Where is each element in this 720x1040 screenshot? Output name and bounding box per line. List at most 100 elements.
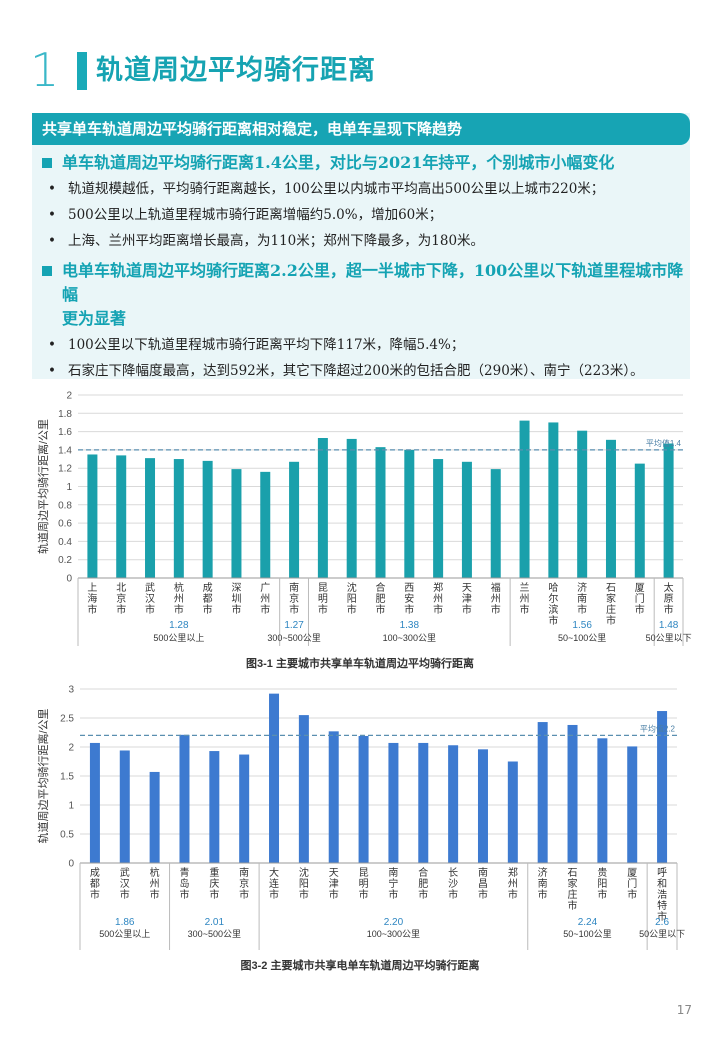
x-tick-label: 郑州市 (433, 581, 443, 616)
group-average: 1.28 (169, 620, 189, 631)
group-average: 1.56 (572, 620, 592, 631)
chart-caption: 图3-2 主要城市共享电单车轨道周边平均骑行距离 (241, 958, 480, 972)
section2-heading: 电单车轨道周边平均骑行距离2.2公里，超一半城市下降，100公里以下轨道里程城市… (32, 259, 690, 331)
group-label: 500公里以上 (153, 633, 204, 643)
group-label: 300~500公里 (267, 633, 320, 643)
bar-南京市 (239, 754, 250, 863)
bar-杭州市 (173, 459, 184, 578)
bar-哈尔滨市 (548, 422, 559, 578)
bar-武汉市 (119, 750, 130, 863)
section2-heading-text: 电单车轨道周边平均骑行距离2.2公里，超一半城市下降，100公里以下轨道里程城市… (62, 261, 684, 304)
bar-厦门市 (627, 746, 638, 863)
section-number: 1 (30, 43, 60, 97)
bar-合肥市 (418, 742, 429, 863)
x-tick-label: 石家庄市 (606, 583, 616, 627)
bar-成都市 (202, 460, 213, 578)
y-tick-label: 0.6 (58, 519, 72, 530)
bar-昆明市 (358, 735, 369, 863)
section1-heading: 单车轨道周边平均骑行距离1.4公里，对比与2021年持平，个别城市小幅变化 (32, 151, 690, 175)
x-tick-label: 哈尔滨市 (548, 581, 558, 627)
group-average: 2.20 (384, 917, 404, 928)
group-average: 1.86 (115, 917, 135, 928)
summary-banner: 共享单车轨道周边平均骑行距离相对稳定，电单车呈现下降趋势 (32, 113, 690, 145)
x-tick-label: 深圳市 (231, 582, 241, 616)
y-tick-label: 1 (68, 801, 74, 812)
x-tick-label: 兰州市 (520, 581, 530, 616)
group-label: 100~300公里 (367, 929, 420, 939)
x-tick-label: 重庆市 (209, 866, 219, 901)
x-tick-label: 石家庄市 (568, 868, 578, 912)
y-tick-label: 2 (68, 743, 74, 754)
y-tick-label: 2.5 (60, 714, 74, 725)
group-label: 50公里以下 (639, 929, 685, 939)
y-tick-label: 0.4 (58, 537, 72, 548)
y-tick-label: 0.2 (58, 555, 72, 566)
x-tick-label: 天津市 (462, 583, 472, 616)
bar-贵阳市 (597, 738, 608, 863)
bar-青岛市 (179, 734, 190, 863)
group-label: 50公里以下 (646, 633, 692, 643)
bar-石家庄市 (567, 724, 578, 863)
bar-广州市 (260, 471, 271, 578)
x-tick-label: 昆明市 (318, 582, 328, 616)
x-tick-label: 济南市 (577, 581, 587, 616)
summary-panel: 共享单车轨道周边平均骑行距离相对稳定，电单车呈现下降趋势 单车轨道周边平均骑行距… (32, 113, 690, 379)
x-tick-label: 福州市 (491, 581, 501, 616)
bar-上海市 (87, 454, 98, 578)
bar-大连市 (269, 693, 280, 863)
bar-南宁市 (388, 742, 399, 863)
group-average: 1.27 (284, 620, 304, 631)
x-tick-label: 天津市 (329, 868, 339, 901)
bar-武汉市 (145, 458, 156, 578)
page-number: 17 (676, 1003, 692, 1017)
y-tick-label: 2 (66, 391, 72, 402)
bullet-dot-icon: • (48, 363, 56, 379)
y-tick-label: 1.4 (58, 445, 72, 456)
x-tick-label: 南宁市 (388, 866, 398, 901)
x-tick-label: 武汉市 (120, 866, 130, 901)
x-tick-label: 北京市 (116, 582, 126, 616)
x-tick-label: 太原市 (664, 581, 674, 616)
group-average: 2.6 (655, 917, 669, 928)
x-tick-label: 沈阳市 (299, 866, 309, 901)
x-tick-label: 郑州市 (508, 866, 518, 901)
bar-南昌市 (477, 749, 488, 863)
bar-天津市 (461, 461, 472, 578)
x-tick-label: 上海市 (87, 582, 97, 616)
bar-沈阳市 (346, 438, 357, 578)
bar-石家庄市 (605, 439, 616, 578)
x-tick-label: 厦门市 (627, 867, 637, 901)
group-label: 50~100公里 (563, 929, 611, 939)
x-tick-label: 济南市 (538, 866, 548, 901)
x-tick-label: 大连市 (269, 866, 279, 901)
x-tick-label: 贵阳市 (597, 866, 607, 901)
bullet-dot-icon: • (48, 337, 56, 353)
y-axis-label: 轨道周边平均骑行距离/公里 (36, 708, 50, 843)
bullet-dot-icon: • (48, 207, 56, 223)
ebike-distance-chart: 轨道周边平均骑行距离/公里 0 0.5 1 1.5 2 2.5 3 成都市 武汉市 杭州市 青岛市 重庆… (36, 685, 685, 973)
group-average: 2.01 (205, 917, 225, 928)
y-tick-label: 0 (66, 574, 72, 585)
y-tick-label: 1.6 (58, 427, 72, 438)
bar-北京市 (116, 455, 127, 578)
square-bullet-icon (42, 158, 52, 168)
x-tick-label: 杭州市 (174, 581, 184, 616)
x-tick-label: 呼和浩特市 (657, 867, 667, 923)
bar-济南市 (537, 722, 548, 863)
bar-深圳市 (231, 469, 242, 578)
chart-caption: 图3-1 主要城市共享单车轨道周边平均骑行距离 (246, 656, 474, 670)
y-tick-label: 1.5 (60, 772, 74, 783)
bar-福州市 (490, 469, 501, 578)
bar-济南市 (577, 430, 588, 578)
page-title: 轨道周边平均骑行距离 (96, 55, 376, 86)
x-tick-label: 南昌市 (478, 866, 488, 901)
bar-厦门市 (634, 463, 645, 578)
bullet-dot-icon: • (48, 233, 56, 249)
y-tick-label: 1.8 (58, 409, 72, 420)
x-tick-label: 南京市 (239, 866, 249, 901)
x-tick-label: 合肥市 (418, 866, 428, 901)
x-tick-label: 昆明市 (359, 867, 369, 901)
y-tick-label: 0 (68, 859, 74, 870)
group-label: 500公里以上 (99, 929, 150, 939)
x-tick-label: 长沙市 (448, 867, 458, 901)
